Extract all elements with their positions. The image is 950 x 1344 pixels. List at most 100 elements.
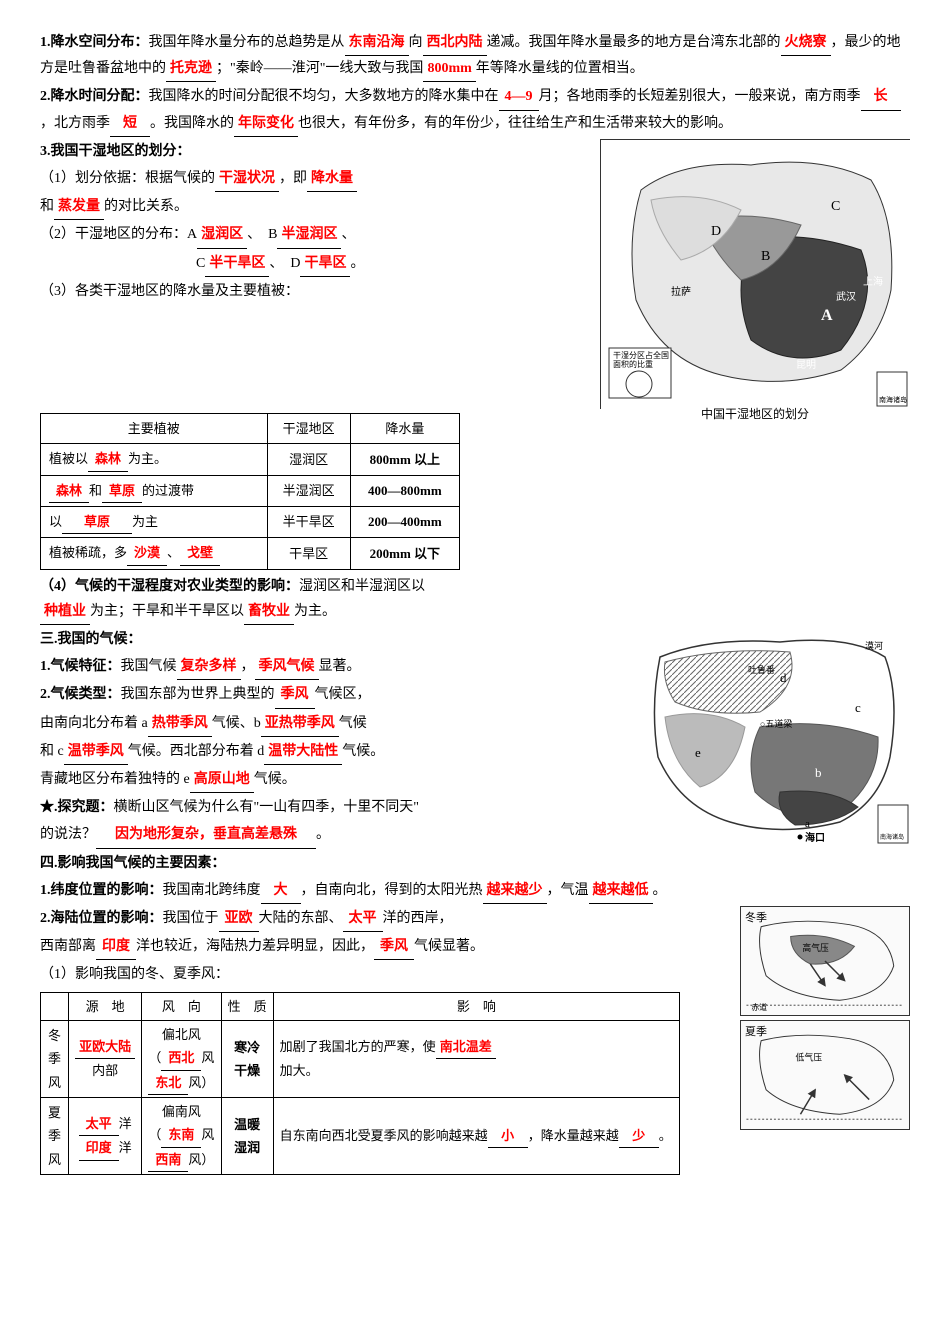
s3l1-b2: 季风气候 — [255, 654, 319, 680]
t1r3c: 为主 — [132, 514, 158, 529]
s3l1-t3: 显著。 — [319, 659, 361, 674]
t1r3a: 以 — [49, 514, 62, 529]
monsoon-table: 源 地 风 向 性 质 影 响 冬季风 亚欧大陆内部 偏北风（西北风东北风） 寒… — [40, 992, 680, 1176]
s3l4-t1: 和 c — [40, 744, 64, 759]
p3s2-label: （2）干湿地区的分布：A — [40, 227, 197, 242]
winter-row-label: 冬季风 — [41, 1020, 69, 1097]
p1-b5: 800mm — [423, 56, 475, 82]
t1r2c2: 半湿润区 — [267, 475, 350, 506]
t1r1a: 植被以 — [49, 451, 88, 466]
s3l4-t2: 气候。西北部分布着 d — [128, 744, 265, 759]
t2h2: 风 向 — [142, 992, 221, 1020]
s4l2-b1: 亚欧 — [219, 906, 259, 932]
p3s2-b2: 半湿润区 — [277, 222, 341, 248]
s3l4-b1: 温带季风 — [64, 739, 128, 765]
s3l5-t2: 气候。 — [254, 772, 296, 787]
star-label: ★.探究题： — [40, 800, 114, 815]
p2-t3: ，北方雨季 — [40, 116, 110, 131]
s3l1-t2: ， — [241, 659, 255, 674]
t1r1c: 为主。 — [128, 451, 167, 466]
svg-text:漠河: 漠河 — [865, 640, 883, 651]
svg-text:a: a — [805, 818, 810, 830]
s4l3-b2: 季风 — [374, 934, 414, 960]
svg-text:昆明: 昆明 — [796, 359, 816, 371]
s3l2-b1: 季风 — [275, 682, 315, 708]
s4l1-t4: 。 — [653, 883, 667, 898]
p1-b3: 火烧寮 — [781, 30, 831, 56]
t1r1c3: 800mm 以上 — [350, 444, 459, 475]
svg-text:吐鲁番: 吐鲁番 — [748, 664, 775, 675]
s3l4-t3: 气候。 — [342, 744, 384, 759]
s3l5-t1: 青藏地区分布着独特的 e — [40, 772, 190, 787]
svg-text:上海: 上海 — [863, 275, 883, 288]
s3l5-b1: 高原山地 — [190, 767, 254, 793]
svg-text:面积的比重: 面积的比重 — [613, 359, 653, 369]
summer-label: 夏季 — [745, 1023, 767, 1043]
p3s2-t3: 、 D — [269, 256, 300, 271]
t1r2b2: 草原 — [102, 479, 142, 503]
p2-b2: 长 — [861, 84, 901, 110]
p2-title: 2.降水时间分配： — [40, 89, 149, 104]
svg-text:低气压: 低气压 — [796, 1051, 823, 1062]
s4l3-t2: 洋也较近，海陆热力差异明显，因此， — [136, 939, 374, 954]
p2-b3: 短 — [110, 111, 150, 137]
s4l1-b2: 越来越少 — [483, 878, 547, 904]
svg-text:拉萨: 拉萨 — [671, 285, 691, 298]
p4-t2: 为主；干旱和半干旱区以 — [90, 604, 244, 619]
p4-b2: 畜牧业 — [244, 599, 294, 625]
svg-text:南海诸岛: 南海诸岛 — [879, 395, 907, 404]
t1r4m: 、 — [167, 545, 180, 560]
s4l2-label: 2.海陆位置的影响： — [40, 911, 163, 926]
summer-row-label: 夏季风 — [41, 1098, 69, 1175]
p2-t1: 我国降水的时间分配很不均匀，大多数地方的降水集中在 — [149, 89, 499, 104]
p2-t4: 。我国降水的 — [150, 116, 234, 131]
p3s1-t2: 和 — [40, 199, 54, 214]
t1h2: 干湿地区 — [267, 413, 350, 443]
t1r1c2: 湿润区 — [267, 444, 350, 475]
svg-text:b: b — [815, 765, 822, 780]
svg-text:e: e — [695, 745, 701, 760]
t1r4b2: 戈壁 — [180, 541, 220, 565]
svg-text:高气压: 高气压 — [802, 942, 829, 953]
svg-text:d: d — [780, 670, 787, 685]
svg-text:B: B — [761, 249, 770, 264]
p1-b4: 托克逊 — [166, 56, 216, 82]
svg-text:A: A — [821, 307, 833, 324]
p1-t2: 向 — [409, 35, 423, 50]
star-t2: 的说法？ — [40, 827, 96, 842]
p4-t1: 湿润区和半湿润区以 — [299, 579, 425, 594]
svg-text:D: D — [711, 224, 721, 239]
s3l4-b2: 温带大陆性 — [264, 739, 342, 765]
p1-t5: ；"秦岭——淮河"一线大致与我国 — [216, 61, 423, 76]
s4l1-t3: ，气温 — [547, 883, 589, 898]
p1-t6: 年等降水量线的位置相当。 — [476, 61, 644, 76]
p2-t5: 也很大，有年份多，有的年份少，往往给生产和生活带来较大的影响。 — [298, 116, 732, 131]
sec4-title: 四.影响我国气候的主要因素： — [40, 851, 910, 876]
p3s1-b1: 干湿状况 — [215, 166, 279, 192]
p4-b1: 种植业 — [40, 599, 90, 625]
summer-prop: 温暖湿润 — [221, 1098, 273, 1175]
sec3-title: 三.我国的气候： — [40, 627, 660, 652]
p3s1-t1: ，即 — [279, 171, 307, 186]
s3l1-t1: 我国气候 — [121, 659, 177, 674]
svg-text:赤道: 赤道 — [751, 1002, 767, 1012]
t1r1b: 森林 — [88, 447, 128, 471]
summer-effect: 自东南向西北受夏季风的影响越来越小，降水量越来越少。 — [273, 1098, 679, 1175]
t2h4: 影 响 — [273, 992, 679, 1020]
p1-b2: 西北内陆 — [423, 30, 487, 56]
s4l1-t2: ，自南向北，得到的太阳光热 — [301, 883, 483, 898]
s4l1-label: 1.纬度位置的影响： — [40, 883, 163, 898]
s3l2-t1: 我国东部为世界上典型的 — [121, 687, 275, 702]
map1-caption: 中国干湿地区的划分 — [601, 404, 909, 426]
p3s1-label: （1）划分依据：根据气候的 — [40, 171, 215, 186]
s3l3-t1: 由南向北分布着 a — [40, 716, 148, 731]
s4l2-t3: 洋的西岸， — [383, 911, 453, 926]
p4-label: （4）气候的干湿程度对农业类型的影响： — [40, 579, 299, 594]
p3s2-label2: C — [196, 256, 205, 271]
t1r3b: 草原 — [62, 510, 132, 534]
p3-title: 3.我国干湿地区的划分： — [40, 139, 600, 164]
vegetation-table: 主要植被 干湿地区 降水量 植被以森林为主。 湿润区 800mm 以上 森林和草… — [40, 413, 460, 570]
t2h1: 源 地 — [69, 992, 142, 1020]
t1r4a: 植被稀疏，多 — [49, 545, 127, 560]
p3s2-t1: 、 B — [247, 227, 277, 242]
